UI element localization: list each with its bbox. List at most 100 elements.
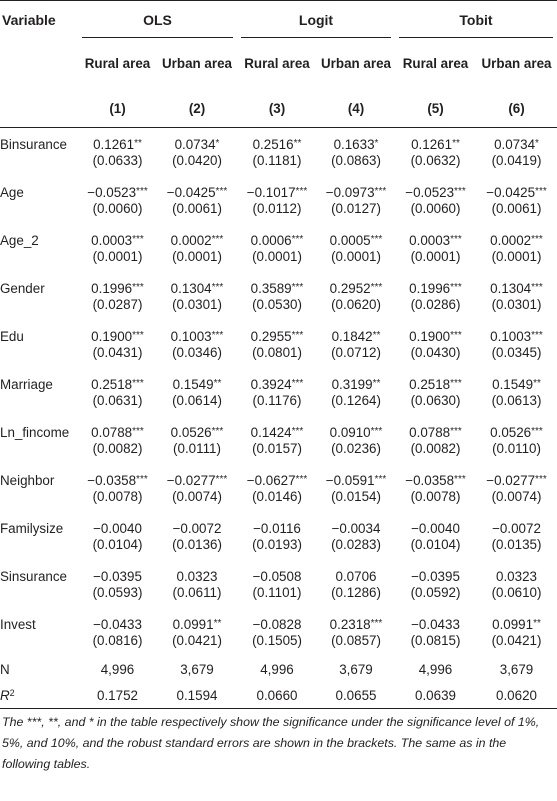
standard-error-cell: (0.0060) xyxy=(410,201,461,216)
blank-cell xyxy=(0,392,78,416)
standard-error-cell: (0.0001) xyxy=(172,249,222,264)
standard-error-row: (0.0082) (0.0111) (0.0157) (0.0236) (0.0082)… xyxy=(0,440,557,464)
significance-stars: *** xyxy=(132,378,144,389)
standard-error-cell: (0.0082) xyxy=(92,441,143,456)
significance-stars: *** xyxy=(215,186,228,197)
coefficient-value: −0.0425 xyxy=(166,185,216,200)
coefficient-cell: 0.0788*** xyxy=(78,416,157,440)
standard-error-row: (0.0631) (0.0614) (0.1176) (0.1264) (0.0630)… xyxy=(0,392,557,416)
coefficient-value: 0.1996 xyxy=(409,281,451,296)
subheader-cell: Urban area xyxy=(481,56,552,71)
significance-stars: ** xyxy=(293,138,302,149)
r2-value: 0.0655 xyxy=(317,682,395,709)
coefficient-cell: 0.0002*** xyxy=(157,224,237,248)
variable-name: Age xyxy=(0,185,24,200)
coefficient-value: 0.0706 xyxy=(335,569,377,584)
significance-stars: ** xyxy=(533,378,541,389)
n-value: 3,679 xyxy=(499,661,534,677)
significance-stars: *** xyxy=(211,330,224,341)
coefficient-cell: −0.0034 xyxy=(317,512,395,536)
standard-error-cell: (0.1101) xyxy=(252,585,302,600)
standard-error-cell: (0.0078) xyxy=(410,489,461,504)
subheader-cell: Rural area xyxy=(244,56,310,71)
subheader-cell: Urban area xyxy=(321,56,391,71)
coefficient-value: −0.0627 xyxy=(246,473,296,488)
coefficient-value: 0.1261 xyxy=(411,137,453,152)
significance-stars: *** xyxy=(211,234,224,245)
coefficient-cell: −0.0828 xyxy=(237,608,317,632)
standard-error-cell: (0.0074) xyxy=(172,489,222,504)
coefficient-cell: 0.0006*** xyxy=(237,224,317,248)
significance-stars: *** xyxy=(215,474,228,485)
coef-row: Gender 0.1996*** 0.1304*** 0.3589*** 0.2952*… xyxy=(0,272,557,296)
standard-error-cell: (0.0857) xyxy=(331,633,381,648)
standard-error-cell: (0.0345) xyxy=(491,345,542,360)
significance-stars: *** xyxy=(136,474,148,485)
coefficient-cell: 0.1304*** xyxy=(476,272,557,296)
group-label: OLS xyxy=(82,3,233,38)
coef-row: Binsurance 0.1261** 0.0734* 0.2516** 0.1633*… xyxy=(0,128,557,152)
coef-row: Familysize −0.0040 −0.0072 −0.0116 −0.0034 −0… xyxy=(0,512,557,536)
significance-stars: *** xyxy=(450,234,462,245)
significance-stars: ** xyxy=(213,618,222,629)
coefficient-value: 0.2318 xyxy=(329,617,371,632)
coefficient-cell: −0.0395 xyxy=(395,560,476,584)
coefficient-value: 0.0323 xyxy=(176,569,218,584)
coef-row: Age −0.0523*** −0.0425*** −0.1017*** −0.0973… xyxy=(0,176,557,200)
significance-stars: *** xyxy=(291,378,304,389)
standard-error-cell: (0.0286) xyxy=(410,297,461,312)
coefficient-value: −0.0072 xyxy=(172,521,222,536)
coefficient-value: −0.0433 xyxy=(411,617,460,632)
standard-error-cell: (0.0593) xyxy=(92,585,143,600)
coefficient-value: 0.1003 xyxy=(490,329,532,344)
significance-stars: ** xyxy=(213,378,222,389)
significance-stars: *** xyxy=(211,426,224,437)
coefficient-cell: 0.2318*** xyxy=(317,608,395,632)
table-body: Binsurance 0.1261** 0.0734* 0.2516** 0.1633*… xyxy=(0,128,557,709)
standard-error-cell: (0.0001) xyxy=(252,249,302,264)
n-value: 3,679 xyxy=(180,661,214,677)
coefficient-cell: 0.3924*** xyxy=(237,368,317,392)
column-number: (1) xyxy=(78,89,157,128)
significance-stars: *** xyxy=(211,282,224,293)
coefficient-cell: 0.0323 xyxy=(476,560,557,584)
coefficient-cell: 0.2955*** xyxy=(237,320,317,344)
standard-error-cell: (0.0135) xyxy=(491,537,542,552)
coefficient-value: 0.3589 xyxy=(250,281,292,296)
row-label: R2 xyxy=(0,682,78,709)
coefficient-cell: 0.0003*** xyxy=(78,224,157,248)
coefficient-value: 0.1549 xyxy=(172,377,214,392)
coefficient-value: 0.0003 xyxy=(91,233,133,248)
variable-name: Familysize xyxy=(0,521,64,536)
standard-error-cell: (0.0611) xyxy=(172,585,222,600)
column-number-empty xyxy=(0,89,78,128)
coefficient-value: 0.0003 xyxy=(409,233,451,248)
significance-stars: *** xyxy=(454,474,466,485)
coef-row: Invest −0.0433 0.0991** −0.0828 0.2318*** −0.… xyxy=(0,608,557,632)
standard-error-cell: (0.1505) xyxy=(252,633,302,648)
variable-name: Edu xyxy=(0,329,24,344)
row-label: N xyxy=(0,661,10,677)
coefficient-cell: −0.0072 xyxy=(476,512,557,536)
significance-stars: *** xyxy=(531,282,543,293)
standard-error-cell: (0.0421) xyxy=(491,633,542,648)
coefficient-cell: −0.0116 xyxy=(237,512,317,536)
coefficient-cell: 0.2518*** xyxy=(78,368,157,392)
standard-error-cell: (0.0001) xyxy=(491,249,542,264)
variable-name: Gender xyxy=(0,281,45,296)
coefficient-cell: 0.0734* xyxy=(157,128,237,152)
standard-error-cell: (0.0193) xyxy=(252,537,302,552)
blank-cell xyxy=(0,200,78,224)
coef-row: Neighbor −0.0358*** −0.0277*** −0.0627*** −0… xyxy=(0,464,557,488)
subheader-row: Rural area Urban area Rural area Urban a… xyxy=(0,39,557,89)
standard-error-cell: (0.0301) xyxy=(491,297,542,312)
standard-error-cell: (0.0236) xyxy=(331,441,381,456)
blank-cell xyxy=(0,440,78,464)
significance-stars: *** xyxy=(291,282,304,293)
coefficient-value: −0.0034 xyxy=(331,521,381,536)
coefficient-cell: −0.0425*** xyxy=(476,176,557,200)
coefficient-cell: −0.0277*** xyxy=(157,464,237,488)
coef-row: Marriage 0.2518*** 0.1549** 0.3924*** 0.3199… xyxy=(0,368,557,392)
coefficient-cell: 0.1996*** xyxy=(78,272,157,296)
coefficient-cell: 0.1261** xyxy=(78,128,157,152)
